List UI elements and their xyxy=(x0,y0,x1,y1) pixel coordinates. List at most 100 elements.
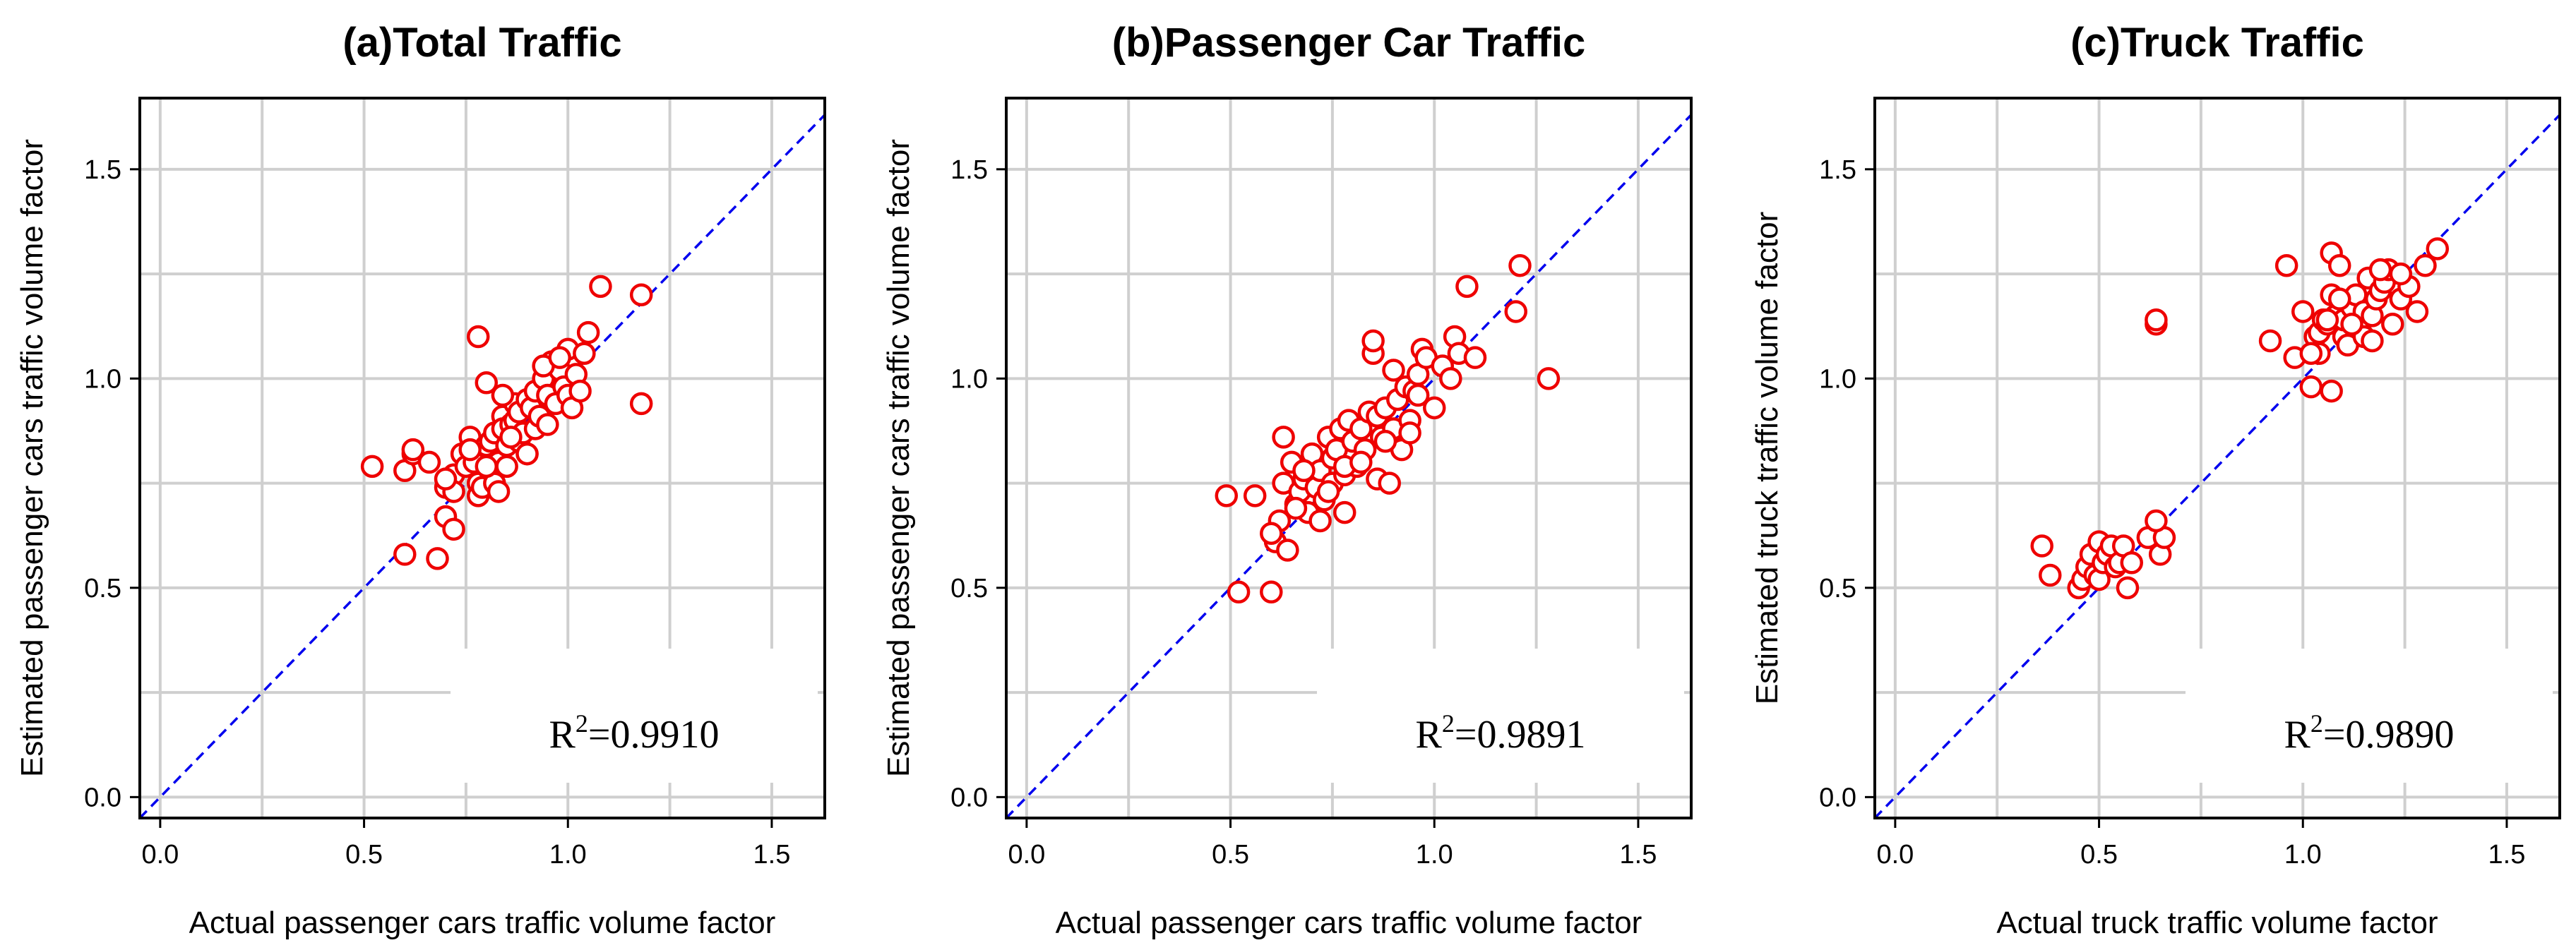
r2-annotation: R2=0.9910 xyxy=(549,709,720,757)
data-point xyxy=(2414,253,2437,277)
data-point xyxy=(1227,580,1251,604)
y-tick-label: 1.0 xyxy=(1819,364,1856,394)
data-point xyxy=(491,383,515,407)
data-point xyxy=(1398,421,1421,445)
data-point xyxy=(1308,509,1332,533)
data-point xyxy=(536,413,559,436)
data-point xyxy=(1455,275,1479,299)
data-point xyxy=(466,325,490,349)
data-point xyxy=(2299,342,2323,365)
panel-passenger-car-traffic: R2=0.9891 0.0 0.5 1.0 1.5 0.0 0.5 1.0 1.5 (b)Pass… xyxy=(881,20,1693,940)
panel-truck-traffic: R2=0.9890 0.0 0.5 1.0 1.5 0.0 0.5 1.0 1.5 (c)Truc… xyxy=(1750,20,2561,940)
data-point xyxy=(1284,496,1308,520)
y-tick-label: 1.0 xyxy=(950,364,988,394)
data-point xyxy=(2361,329,2384,353)
data-point xyxy=(1276,539,1299,562)
plot-frame xyxy=(1005,97,1693,819)
x-tick-label: 0.5 xyxy=(2080,840,2118,870)
panel-total-traffic: R2=0.9910 0.0 0.5 1.0 1.5 0.0 0.5 1.0 1.5 (a)Tota… xyxy=(15,20,826,940)
data-point xyxy=(2145,509,2168,533)
data-point xyxy=(2368,258,2392,282)
data-point xyxy=(1504,300,1527,323)
data-point xyxy=(573,342,596,365)
data-point xyxy=(576,320,600,344)
y-tick-label: 1.5 xyxy=(84,155,121,185)
x-axis-label: Actual truck traffic volume factor xyxy=(1996,906,2438,940)
data-point xyxy=(1439,367,1462,390)
r2-prefix: R xyxy=(2284,713,2311,757)
r2-prefix: R xyxy=(1416,713,1443,757)
data-point xyxy=(2381,312,2404,336)
x-tick-label: 0.5 xyxy=(1212,840,1249,870)
data-points xyxy=(2030,237,2450,600)
y-tick-label: 1.5 xyxy=(950,155,988,185)
y-tick-label: 0.0 xyxy=(84,783,121,812)
data-point xyxy=(1260,522,1283,545)
plot-frame xyxy=(1873,97,2561,819)
r2-superscript: 2 xyxy=(1442,709,1455,738)
data-point xyxy=(1373,430,1397,453)
chart-title: (b)Passenger Car Traffic xyxy=(1112,20,1585,66)
x-tick-label: 0.0 xyxy=(141,840,179,870)
data-point xyxy=(1382,359,1405,382)
data-point xyxy=(589,275,612,299)
x-tick-label: 0.0 xyxy=(1008,840,1045,870)
data-point xyxy=(442,517,465,541)
r2-value: =0.9890 xyxy=(2323,713,2455,757)
x-axis-label: Actual passenger cars traffic volume fac… xyxy=(189,906,776,940)
data-point xyxy=(1463,346,1487,369)
chart-title: (c)Truck Traffic xyxy=(2070,20,2364,66)
data-point xyxy=(2116,576,2140,600)
r2-annotation: R2=0.9890 xyxy=(2284,709,2455,757)
y-tick-label: 1.0 xyxy=(84,364,121,394)
x-axis-label: Actual passenger cars traffic volume fac… xyxy=(1056,906,1642,940)
data-point xyxy=(2315,308,2339,332)
data-point xyxy=(1316,480,1340,503)
data-point xyxy=(2327,287,2351,311)
data-point xyxy=(1349,450,1373,474)
data-point xyxy=(475,371,499,395)
data-points xyxy=(1215,253,1561,604)
reference-line xyxy=(1875,114,2560,818)
data-point xyxy=(2340,312,2363,336)
data-point xyxy=(629,283,653,306)
data-point xyxy=(2274,253,2298,277)
data-point xyxy=(1378,471,1401,495)
r2-prefix: R xyxy=(549,713,576,757)
y-tick-label: 0.0 xyxy=(1819,783,1856,812)
data-point xyxy=(2389,262,2413,286)
x-tick-label: 1.5 xyxy=(1620,840,1657,870)
data-point xyxy=(1406,383,1430,407)
data-point xyxy=(495,455,518,479)
data-point xyxy=(1537,367,1561,390)
x-tick-label: 0.0 xyxy=(1876,840,1914,870)
data-point xyxy=(499,426,523,449)
r2-box xyxy=(2186,649,2553,783)
data-point xyxy=(2327,253,2351,277)
data-point xyxy=(1332,500,1356,524)
r2-box xyxy=(451,649,818,783)
data-point xyxy=(1508,253,1532,277)
data-point xyxy=(426,547,449,570)
data-point xyxy=(548,346,571,369)
data-point xyxy=(1215,484,1239,507)
x-tick-label: 1.0 xyxy=(1416,840,1453,870)
data-point xyxy=(360,455,384,479)
data-point xyxy=(1243,484,1267,507)
y-tick-label: 0.0 xyxy=(950,783,988,812)
data-point xyxy=(1423,396,1446,420)
x-tick-label: 1.5 xyxy=(2488,840,2526,870)
x-tick-label: 1.5 xyxy=(753,840,791,870)
data-point xyxy=(2039,563,2062,587)
data-point xyxy=(2291,300,2315,323)
data-points xyxy=(360,275,653,570)
r2-superscript: 2 xyxy=(576,709,588,738)
r2-value: =0.9910 xyxy=(588,713,720,757)
data-point xyxy=(2120,551,2143,575)
data-point xyxy=(1260,580,1283,604)
x-tick-label: 0.5 xyxy=(345,840,383,870)
y-tick-label: 0.5 xyxy=(950,574,988,603)
data-point xyxy=(2030,534,2053,558)
data-point xyxy=(2320,379,2343,403)
